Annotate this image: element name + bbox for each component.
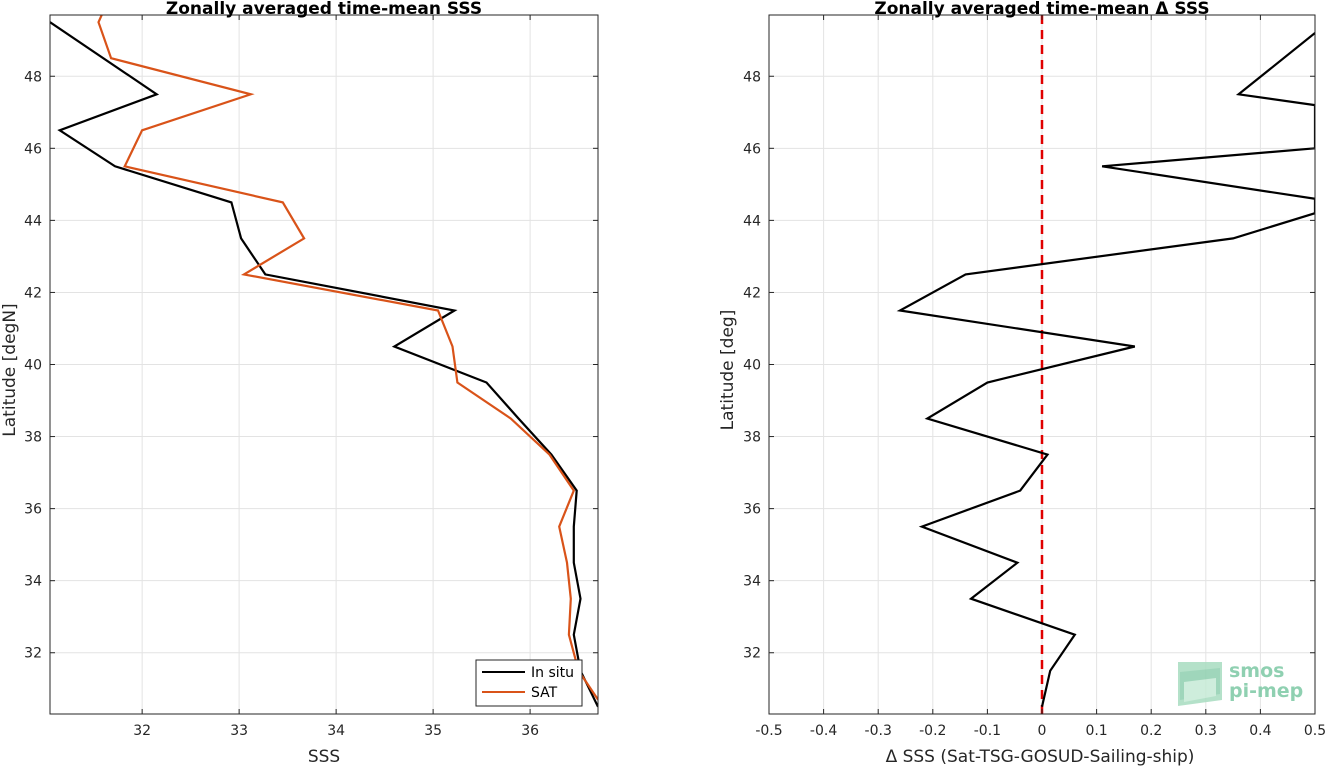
legend-in-situ-label: In situ (531, 665, 574, 681)
delta-sss-y-tick-label: 32 (743, 646, 761, 662)
delta-sss-x-tick-label: 0.2 (1140, 723, 1162, 739)
delta-sss-y-axis-label: Latitude [deg] (718, 310, 738, 431)
sss-y-tick-label: 34 (24, 574, 42, 590)
delta-sss-x-tick-label: 0.1 (1085, 723, 1107, 739)
sss-series-group (50, 15, 598, 708)
sss-y-tick-label: 44 (24, 213, 42, 229)
delta-sss-y-tick-label: 46 (743, 141, 761, 157)
sss-x-tick-label: 34 (327, 723, 345, 739)
delta-sss-y-tick-label: 42 (743, 285, 761, 301)
logo-stack-front (1184, 678, 1216, 702)
delta-sss-x-axis-label: Δ SSS (Sat-TSG-GOSUD-Sailing-ship) (886, 747, 1195, 766)
legend-sat-label: SAT (531, 685, 558, 701)
sss-sat-line (97, 15, 598, 701)
sss-x-tick-label: 33 (230, 723, 248, 739)
sss-y-tick-label: 48 (24, 69, 42, 85)
delta-sss-ticks: -0.5 -0.4 -0.3 -0.2 -0.1 0 0.1 0.2 0.3 0.4 0.5 32 34… (743, 15, 1326, 739)
delta-sss-y-tick-label: 36 (743, 502, 761, 518)
logo-text-pi-mep: pi-mep (1229, 680, 1303, 702)
delta-sss-y-tick-label: 34 (743, 574, 761, 590)
sss-y-axis-label: Latitude [degN] (0, 303, 20, 436)
delta-sss-x-tick-label: -0.1 (974, 723, 1001, 739)
delta-sss-x-tick-label: 0.3 (1195, 723, 1217, 739)
delta-sss-y-tick-label: 38 (743, 430, 761, 446)
sss-y-tick-label: 40 (24, 358, 42, 374)
delta-sss-axes: -0.5 -0.4 -0.3 -0.2 -0.1 0 0.1 0.2 0.3 0.4 0.5 32 34… (718, 0, 1326, 766)
delta-sss-x-tick-label: 0 (1038, 723, 1047, 739)
delta-sss-y-tick-label: 44 (743, 213, 761, 229)
sss-grid (50, 15, 598, 714)
delta-sss-x-tick-label: 0.5 (1304, 723, 1326, 739)
sss-x-tick-label: 36 (521, 723, 539, 739)
delta-sss-x-tick-label: -0.4 (810, 723, 837, 739)
delta-sss-x-tick-label: -0.3 (865, 723, 892, 739)
delta-sss-x-tick-label: -0.2 (919, 723, 946, 739)
delta-sss-x-tick-label: 0.4 (1249, 723, 1271, 739)
sss-y-tick-label: 42 (24, 285, 42, 301)
sss-y-tick-label: 46 (24, 141, 42, 157)
legend: In situ SAT (475, 659, 583, 707)
smos-pi-mep-logo: smos pi-mep (1178, 660, 1303, 706)
sss-ticks: 32 33 34 35 36 32 34 36 38 40 42 44 46 48 (24, 15, 598, 739)
delta-sss-y-tick-label: 48 (743, 69, 761, 85)
sss-chart-title: Zonally averaged time-mean SSS (166, 0, 482, 19)
delta-sss-x-tick-label: -0.5 (755, 723, 782, 739)
sss-axes: 32 33 34 35 36 32 34 36 38 40 42 44 46 48 Zonally ave… (0, 0, 599, 766)
sss-y-tick-label: 32 (24, 646, 42, 662)
delta-sss-y-tick-label: 40 (743, 358, 761, 374)
sss-y-tick-label: 38 (24, 430, 42, 446)
sss-y-tick-label: 36 (24, 502, 42, 518)
delta-sss-series-group (896, 32, 1315, 708)
sss-x-axis-label: SSS (308, 747, 340, 766)
sss-x-tick-label: 32 (133, 723, 151, 739)
legend-box (475, 659, 583, 707)
delta-sss-chart-title: Zonally averaged time-mean Δ SSS (874, 0, 1209, 19)
sss-x-tick-label: 35 (424, 723, 442, 739)
delta-sss-series-0-line (896, 32, 1315, 708)
sss-in-situ-line (50, 21, 598, 708)
logo-text-smos: smos (1229, 660, 1284, 682)
